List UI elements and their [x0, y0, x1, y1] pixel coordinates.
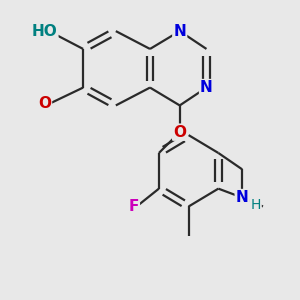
Text: F: F: [128, 199, 139, 214]
Text: N: N: [173, 24, 186, 39]
Text: O: O: [38, 96, 51, 111]
Text: N: N: [236, 190, 248, 205]
Text: H: H: [250, 198, 261, 212]
Text: HO: HO: [32, 24, 57, 39]
Text: N: N: [200, 80, 213, 95]
Text: O: O: [173, 125, 186, 140]
